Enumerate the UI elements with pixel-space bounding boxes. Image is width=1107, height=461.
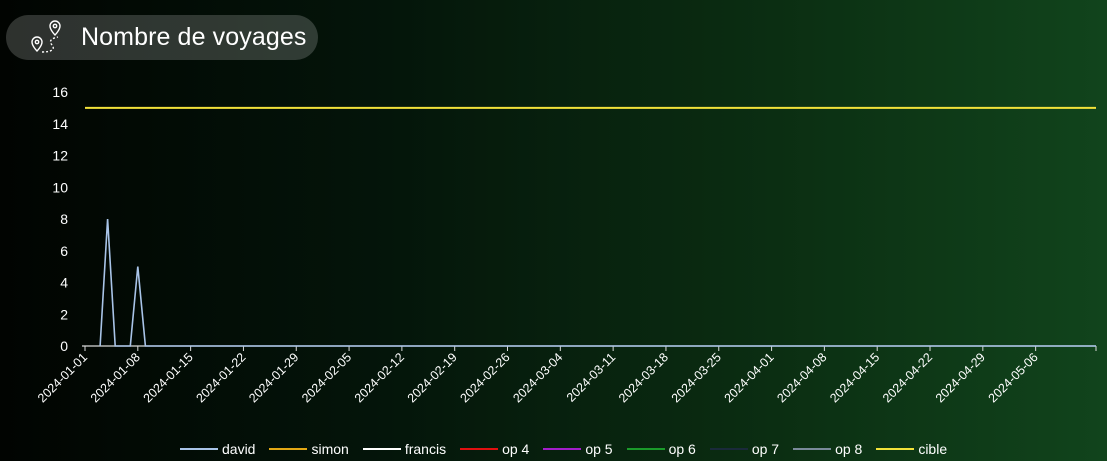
legend-entry: simon [269,441,349,457]
x-tick-label: 2024-03-11 [564,350,618,404]
legend-swatch [460,448,499,450]
legend-swatch [709,448,748,450]
legend-entry: op 4 [460,441,529,457]
series-line-david [99,218,1096,347]
x-tick-label: 2024-02-19 [405,350,460,405]
x-tick-label: 2024-02-12 [352,350,407,405]
x-tick-label: 2024-02-05 [299,350,354,405]
route-pins-icon [31,19,61,53]
legend-label: op 4 [502,441,530,457]
x-tick-label: 2024-03-04 [510,350,565,405]
legend-entry: cible [876,441,947,457]
legend-swatch [626,448,665,450]
chart-title-pill: Nombre de voyages [6,15,318,60]
x-tick-label: 2024-01-01 [35,350,90,405]
legend-swatch [793,448,832,450]
y-tick-label: 2 [60,306,68,322]
legend-swatch [876,448,915,450]
legend-swatch [269,448,308,450]
legend-label: op 5 [585,441,613,457]
x-tick-label: 2024-04-01 [722,350,777,405]
x-tick-label: 2024-03-18 [616,350,671,405]
legend-entry: op 5 [543,441,613,457]
x-tick-label: 2024-05-06 [986,350,1041,405]
y-tick-label: 12 [52,148,68,164]
y-tick-label: 8 [60,211,68,227]
x-tick-label: 2024-01-08 [88,350,143,405]
legend-swatch [543,448,582,450]
chart-legend: david simon francis op 4 op 5 op 6 op 7 op 8 cib… [180,440,961,458]
y-tick-label: 10 [52,179,68,195]
legend-entry: op 8 [793,441,862,457]
x-tick-label: 2024-04-29 [933,350,988,405]
legend-label: david [222,441,256,457]
legend-swatch [362,448,401,450]
x-tick-label: 2024-01-22 [193,350,248,405]
x-tick-label: 2024-01-15 [141,350,196,405]
x-tick-label: 2024-04-08 [774,350,829,405]
y-tick-label: 4 [60,275,68,291]
y-tick-label: 0 [60,338,68,354]
x-tick-label: 2024-04-22 [880,350,935,405]
legend-swatch [180,448,218,450]
legend-entry: op 6 [626,441,696,457]
legend-entry: francis [362,441,447,457]
y-tick-label: 16 [52,84,68,100]
legend-label: simon [311,441,349,457]
legend-label: op 6 [668,441,696,457]
legend-label: cible [918,441,948,457]
x-tick-label: 2024-02-26 [458,350,513,405]
chart-title: Nombre de voyages [81,23,307,51]
legend-label: op 7 [751,441,780,457]
x-tick-label: 2024-03-25 [669,350,724,405]
x-tick-label: 2024-01-29 [246,350,301,405]
legend-label: francis [404,441,447,457]
legend-entry: op 7 [709,441,780,457]
legend-label: op 8 [835,441,863,457]
y-tick-label: 14 [52,116,68,132]
legend-entry: david [180,441,255,457]
y-tick-label: 6 [60,243,68,259]
x-tick-label: 2024-04-15 [827,350,882,405]
